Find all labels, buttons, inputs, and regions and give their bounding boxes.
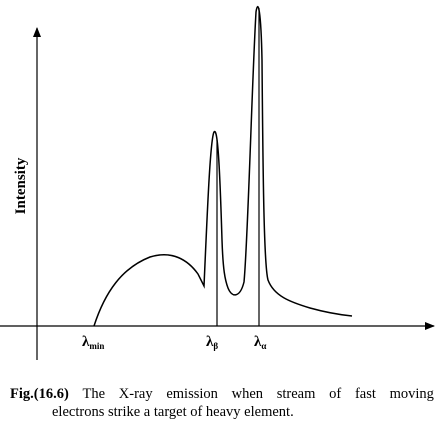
- caption-line-1: Fig.(16.6) The X-ray emission when strea…: [10, 385, 434, 403]
- caption-word: of: [329, 386, 342, 402]
- caption-line-2: electrons strike a target of heavy eleme…: [52, 404, 294, 420]
- lambda-min-label: λmin: [82, 334, 104, 351]
- y-axis-label: Intensity: [13, 157, 29, 214]
- caption-word: emission: [166, 386, 218, 402]
- caption-word: moving: [389, 386, 434, 402]
- caption-word: when: [231, 386, 264, 402]
- caption-word: fast: [354, 386, 376, 402]
- caption-word: The: [82, 386, 106, 402]
- lambda-alpha-label: λα: [254, 334, 266, 351]
- figure-caption: Fig.(16.6) The X-ray emission when strea…: [10, 385, 434, 421]
- lambda-beta-label: λβ: [206, 334, 218, 351]
- caption-word: stream: [276, 386, 316, 402]
- figure-number: Fig.(16.6): [10, 386, 69, 402]
- emission-curve: [93, 5, 353, 327]
- xray-emission-diagram: Intensity λmin λβ λα: [0, 5, 435, 360]
- caption-word: X-ray: [118, 386, 153, 402]
